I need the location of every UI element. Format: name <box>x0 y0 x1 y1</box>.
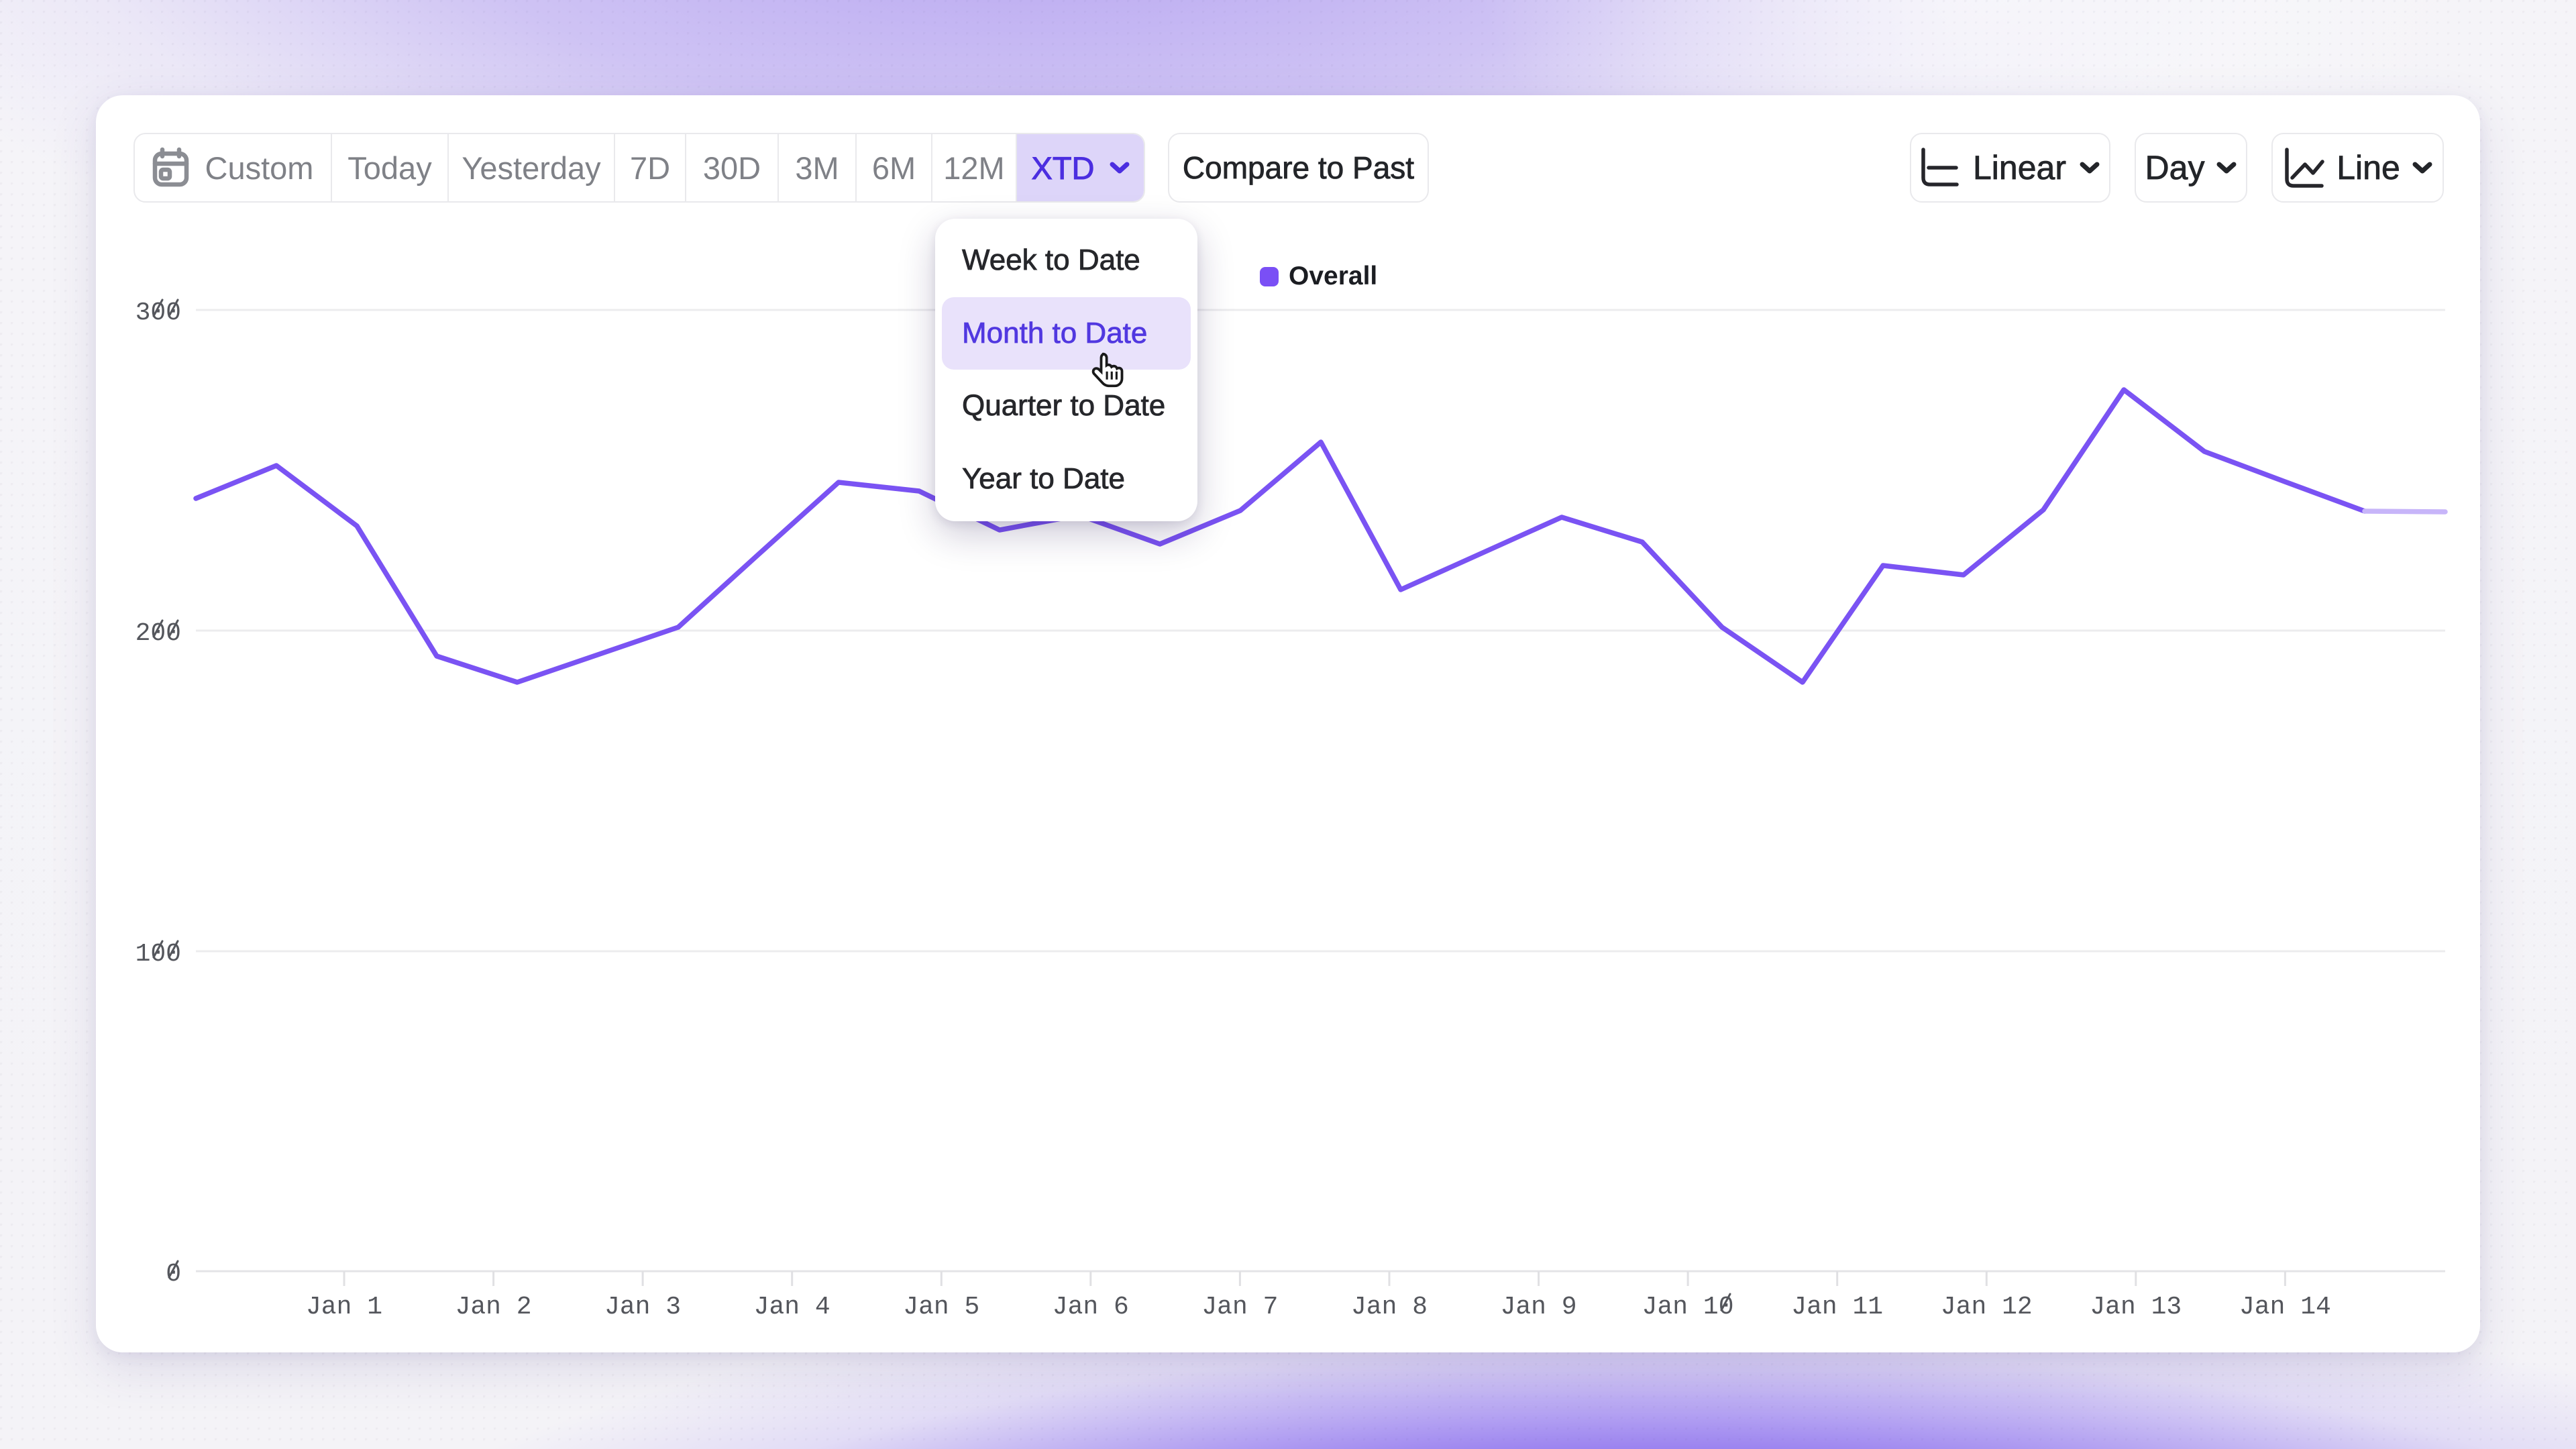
svg-text:Jan 7: Jan 7 <box>1201 1293 1278 1322</box>
svg-text:Jan 12: Jan 12 <box>1941 1293 2033 1322</box>
svg-text:Jan 1: Jan 1 <box>306 1293 382 1322</box>
svg-text:300: 300 <box>136 299 181 327</box>
svg-text:Jan 14: Jan 14 <box>2239 1293 2331 1322</box>
svg-text:Jan 3: Jan 3 <box>604 1293 681 1322</box>
svg-text:0: 0 <box>166 1260 181 1289</box>
svg-text:Jan 5: Jan 5 <box>903 1293 979 1322</box>
svg-text:200: 200 <box>136 619 181 648</box>
svg-text:Jan 13: Jan 13 <box>2090 1293 2182 1322</box>
svg-text:Jan 11: Jan 11 <box>1791 1293 1883 1322</box>
svg-text:Jan 8: Jan 8 <box>1351 1293 1428 1322</box>
svg-text:Jan 6: Jan 6 <box>1053 1293 1129 1322</box>
svg-text:Jan 9: Jan 9 <box>1501 1293 1577 1322</box>
svg-text:Jan 4: Jan 4 <box>754 1293 830 1322</box>
svg-text:100: 100 <box>136 940 181 969</box>
svg-text:Jan 10: Jan 10 <box>1642 1293 1734 1322</box>
svg-text:Jan 2: Jan 2 <box>455 1293 532 1322</box>
